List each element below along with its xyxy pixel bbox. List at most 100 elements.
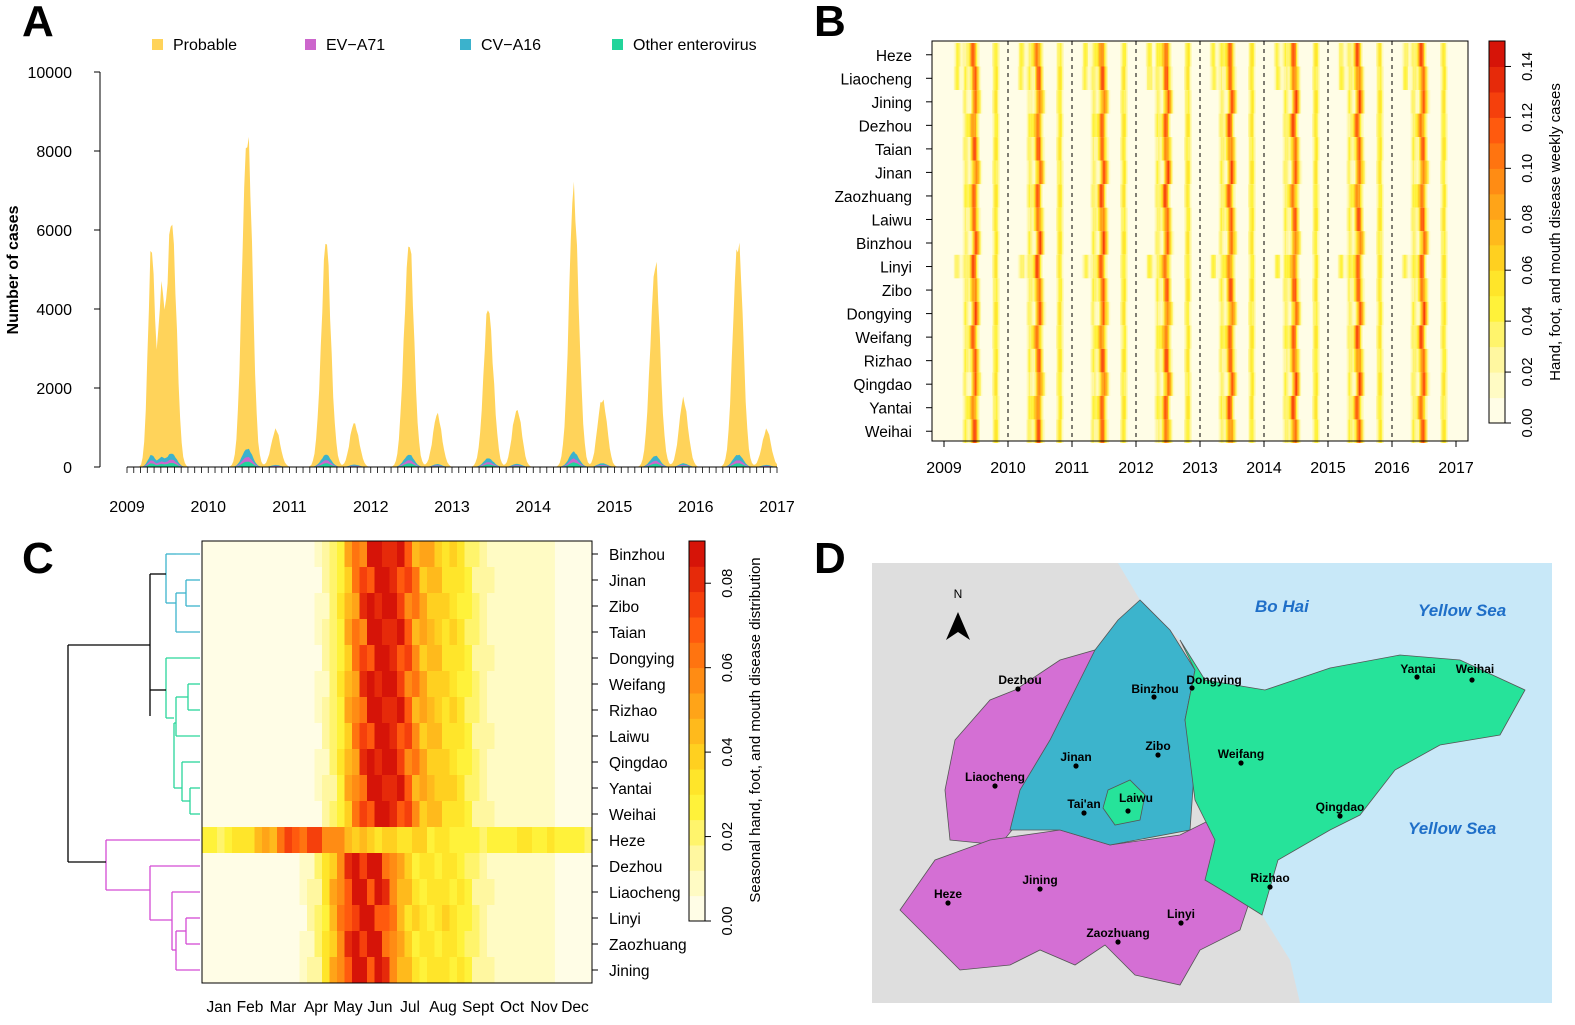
heat-cell [1426, 160, 1428, 185]
heat-cell [322, 593, 330, 619]
heat-cell [1188, 419, 1191, 443]
heat-cell [1314, 66, 1316, 90]
heat-cell [1293, 254, 1295, 279]
heat-cell [487, 905, 495, 931]
row-label: Laiwu [609, 729, 650, 746]
heat-cell [352, 619, 360, 645]
row-label: Binzhou [609, 547, 665, 564]
heat-cell [1024, 254, 1026, 279]
heat-cell [1235, 66, 1238, 90]
heat-cell [314, 827, 323, 853]
heat-cell [1094, 184, 1096, 208]
heat-cell [1422, 278, 1425, 302]
heat-cell [1353, 254, 1356, 279]
heat-cell [1122, 372, 1124, 396]
heat-cell [1250, 66, 1252, 90]
heat-cell [993, 348, 995, 373]
heat-cell [1441, 137, 1443, 161]
heat-cell [1032, 254, 1034, 279]
heat-cell [1345, 66, 1347, 90]
heat-cell [1282, 254, 1284, 279]
heat-cell [1185, 278, 1187, 302]
heat-cell [1062, 160, 1064, 185]
heat-cell [1227, 184, 1229, 208]
heat-cell [967, 207, 969, 232]
heat-cell [1377, 160, 1379, 185]
heat-cell [1427, 66, 1430, 90]
heat-cell [1404, 43, 1406, 67]
heat-cell [1234, 278, 1236, 302]
heat-cell [1122, 66, 1124, 90]
heat-cell [1042, 160, 1044, 185]
heat-cell [524, 645, 533, 671]
heat-cell [1184, 301, 1186, 326]
heat-cell [1315, 278, 1318, 302]
heat-cell [1104, 207, 1106, 232]
colorbar-step [689, 667, 705, 694]
heat-cell [1222, 231, 1224, 255]
heat-cell [1145, 43, 1148, 67]
heat-cell [1249, 231, 1251, 255]
heat-cell [449, 879, 458, 905]
heat-cell [1382, 231, 1384, 255]
city-label: Liaocheng [965, 770, 1025, 784]
heat-cell [1379, 395, 1382, 420]
heat-cell [1218, 231, 1220, 255]
heat-cell [1159, 301, 1161, 326]
heat-cell [1036, 43, 1038, 67]
heat-cell [1376, 160, 1378, 185]
heat-cell [1225, 419, 1228, 443]
heat-cell [1444, 231, 1447, 255]
heat-cell [1249, 419, 1251, 443]
heat-cell [1188, 372, 1191, 396]
heat-cell [1058, 113, 1060, 138]
heat-cell [1422, 43, 1425, 67]
panel-c-colorbar-label: Seasonal hand, foot, and mouth disease d… [747, 557, 764, 902]
heat-cell [1360, 348, 1362, 373]
heat-cell [397, 619, 405, 645]
heat-cell [1036, 90, 1038, 114]
heat-cell [1428, 231, 1431, 255]
heat-cell [1356, 184, 1358, 208]
heat-cell [1444, 207, 1447, 232]
heat-cell [577, 827, 585, 853]
heat-cell [247, 827, 255, 853]
heat-cell [1190, 395, 1192, 420]
heat-cell [1222, 325, 1224, 349]
heat-cell [509, 775, 518, 801]
heat-cell [479, 723, 488, 749]
heat-cell [1227, 419, 1229, 443]
heat-cell [1096, 254, 1098, 279]
heat-cell [1350, 278, 1352, 302]
heat-cell [1316, 348, 1319, 373]
heat-cell [382, 827, 390, 853]
heat-cell [1166, 301, 1169, 326]
heat-cell [1124, 372, 1127, 396]
heat-cell [1441, 254, 1443, 279]
heat-cell [1414, 348, 1416, 373]
heat-cell [464, 645, 473, 671]
heat-cell [992, 137, 994, 161]
heat-cell [1287, 113, 1289, 138]
heat-cell [1378, 372, 1380, 396]
heat-cell [1165, 348, 1167, 373]
heat-cell [1414, 278, 1416, 302]
colorbar-step [1489, 91, 1505, 118]
heat-cell [1219, 254, 1222, 279]
heat-cell [1356, 278, 1358, 302]
heat-cell [472, 827, 480, 853]
heat-cell [539, 775, 548, 801]
month-label: Apr [304, 999, 328, 1016]
heat-cell [1296, 160, 1298, 185]
heat-cell [457, 879, 465, 905]
heat-cell [472, 619, 480, 645]
heat-cell [1414, 184, 1416, 208]
heat-cell [1057, 278, 1059, 302]
heat-cell [1184, 419, 1186, 443]
heat-cell [1184, 278, 1186, 302]
heat-cell [344, 593, 353, 619]
heat-cell [472, 593, 480, 619]
heat-cell [1035, 278, 1037, 302]
heat-cell [1165, 113, 1167, 138]
heat-cell [1059, 254, 1062, 279]
